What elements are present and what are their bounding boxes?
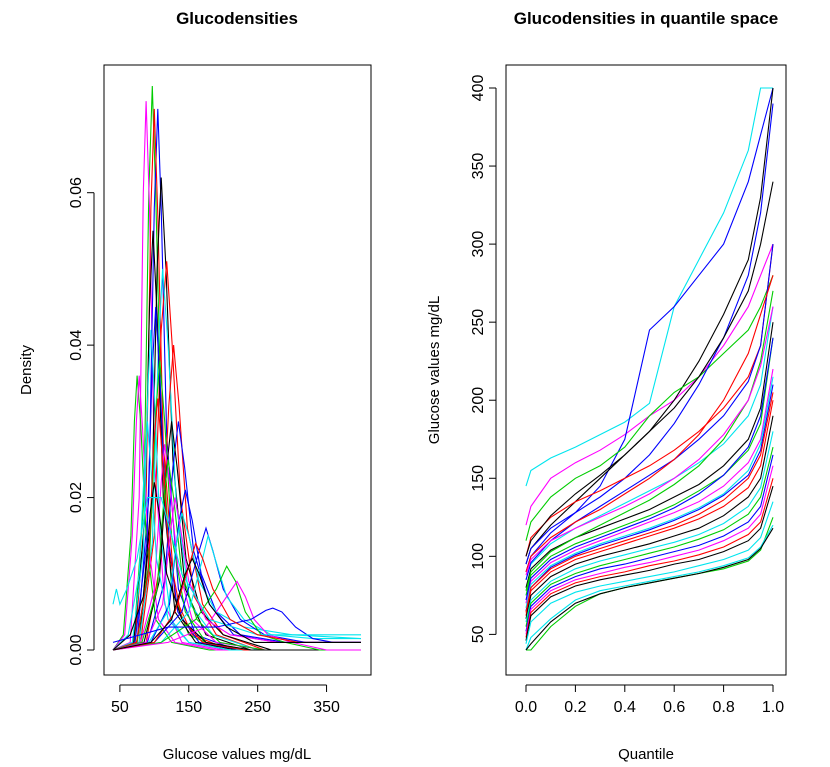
density-series-line <box>112 421 361 651</box>
quantile-series-line <box>525 322 774 588</box>
density-curves <box>112 85 362 651</box>
density-series-line <box>112 557 361 651</box>
quantile-y-tick-label: 300 <box>470 231 487 258</box>
quantile-series-line <box>525 87 774 573</box>
quantile-y-tick-label: 100 <box>470 543 487 570</box>
density-y-tick-label: 0.04 <box>68 329 85 360</box>
quantile-y-tick-label: 400 <box>470 75 487 102</box>
quantile-chart-title: Glucodensities in quantile space <box>514 9 779 28</box>
quantile-series-line <box>525 87 773 487</box>
density-x-tick-label: 50 <box>111 699 129 716</box>
quantile-x-axis-label: Quantile <box>618 746 674 763</box>
density-x-axis-label: Glucose values mg/dL <box>163 746 311 763</box>
quantile-y-tick-label: 200 <box>470 387 487 414</box>
quantile-series-line <box>525 431 774 623</box>
density-series-line <box>112 565 361 651</box>
density-series-line <box>112 375 361 651</box>
density-y-tick-label: 0.00 <box>68 634 85 665</box>
quantile-series-line <box>525 275 774 541</box>
quantile-series-line <box>525 478 774 638</box>
quantile-x-tick-label: 0.4 <box>614 699 636 716</box>
density-panel: Glucodensities 50 150 250 350 0.000.020.040… <box>18 9 372 763</box>
density-series-line <box>112 489 361 651</box>
quantile-series-line <box>525 337 774 596</box>
density-series-line <box>112 421 361 651</box>
density-x-tick-label: 250 <box>244 699 271 716</box>
quantile-series-line <box>525 485 774 641</box>
quantile-series-line <box>525 181 774 557</box>
quantile-y-axis: 50 100 150 200 250 300 350 400 <box>470 75 497 643</box>
quantile-series-line <box>525 384 774 612</box>
quantile-series-line <box>525 524 774 651</box>
density-series-line <box>112 329 361 651</box>
quantile-series-line <box>525 368 774 604</box>
quantile-plot-frame <box>505 64 787 676</box>
quantile-series-line <box>525 501 774 644</box>
quantile-y-tick-label: 150 <box>470 465 487 492</box>
density-series-line <box>112 580 361 651</box>
density-series-line <box>112 512 362 651</box>
density-x-tick-label: 150 <box>175 699 202 716</box>
density-series-line <box>112 398 361 651</box>
quantile-series-line <box>525 415 774 619</box>
quantile-x-tick-label: 0.6 <box>663 699 685 716</box>
density-series-line <box>112 306 361 651</box>
density-series-line <box>112 541 361 651</box>
quantile-x-tick-label: 0.0 <box>515 699 537 716</box>
density-y-axis-label: Density <box>18 344 35 395</box>
quantile-curves <box>525 87 774 651</box>
density-series-line <box>112 345 361 651</box>
quantile-series-line <box>525 400 774 616</box>
density-series-line <box>112 459 361 651</box>
quantile-series-line <box>525 446 774 627</box>
density-y-axis: 0.00 0.02 0.04 0.06 <box>68 177 95 666</box>
density-series-line <box>112 230 361 651</box>
density-series-line <box>112 607 361 643</box>
density-series-line <box>112 101 361 651</box>
quantile-series-line <box>525 376 774 609</box>
density-x-tick-label: 350 <box>313 699 340 716</box>
quantile-series-line <box>525 103 774 565</box>
quantile-x-tick-label: 0.2 <box>564 699 586 716</box>
density-chart-title: Glucodensities <box>176 9 298 28</box>
quantile-y-tick-label: 350 <box>470 153 487 180</box>
quantile-x-tick-label: 1.0 <box>762 699 784 716</box>
quantile-series-line <box>525 244 774 557</box>
density-series-line <box>112 533 361 651</box>
density-series-line <box>112 497 361 636</box>
density-x-axis: 50 150 250 350 <box>111 684 340 716</box>
density-plot-frame <box>103 64 372 676</box>
quantile-series-line <box>525 454 774 632</box>
quantile-series-line <box>526 517 774 651</box>
quantile-series-line <box>525 306 774 576</box>
density-series-line <box>112 108 361 651</box>
quantile-y-tick-label: 50 <box>470 625 487 643</box>
quantile-series-line <box>525 337 774 601</box>
quantile-series-line <box>525 527 774 651</box>
density-series-line <box>112 375 361 651</box>
quantile-x-tick-label: 0.8 <box>712 699 734 716</box>
quantile-panel: Glucodensities in quantile space 0.0 0.2 0… <box>426 9 787 763</box>
quantile-y-tick-label: 250 <box>470 309 487 336</box>
quantile-x-axis: 0.0 0.2 0.4 0.6 0.8 1.0 <box>515 684 784 716</box>
density-y-tick-label: 0.02 <box>68 482 85 513</box>
quantile-y-axis-label: Glucose values mg/dL <box>426 296 443 444</box>
quantile-series-line <box>525 392 774 613</box>
quantile-series-line <box>525 306 774 580</box>
quantile-series-line <box>525 465 774 635</box>
quantile-series-line <box>525 275 774 573</box>
density-y-tick-label: 0.06 <box>68 177 85 208</box>
density-series-line <box>112 482 361 651</box>
